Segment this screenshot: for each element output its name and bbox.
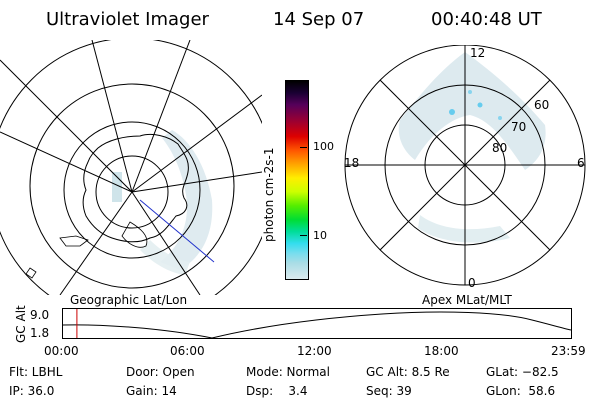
- info-seq: Seq: 39: [366, 384, 412, 398]
- satellite-track: [139, 199, 215, 263]
- timeline-xtick-2359: 23:59: [551, 344, 586, 358]
- aurora-region-geo: [112, 130, 213, 275]
- timeline-plot: [62, 308, 572, 339]
- color-bar-label-100: 100: [313, 140, 334, 153]
- color-bar-tick-10: [300, 235, 307, 236]
- mlat-label-80: 80: [492, 141, 508, 155]
- instrument-title: Ultraviolet Imager: [46, 9, 209, 30]
- mlt-label-18: 18: [344, 156, 360, 170]
- aurora-region-apex: [398, 52, 546, 243]
- geo-caption: Geographic Lat/Lon: [70, 293, 188, 307]
- timeline-xtick-1800: 18:00: [424, 344, 459, 358]
- altitude-curve: [62, 311, 572, 339]
- color-bar-units: photon cm-2s-1: [262, 147, 276, 243]
- info-gain: Gain: 14: [126, 384, 177, 398]
- timeline-xtick-0000: 00:00: [44, 344, 79, 358]
- timeline-ytick-min: 1.8: [30, 326, 50, 340]
- timeline-ytick-max: 9.0: [30, 308, 50, 322]
- timeline-xtick-0600: 06:00: [170, 344, 205, 358]
- info-dsp: Dsp: 3.4: [246, 384, 308, 398]
- mlt-label-6: 6: [577, 156, 585, 170]
- info-ip: IP: 36.0: [9, 384, 55, 398]
- color-bar-label-10: 10: [313, 229, 327, 242]
- info-glon: GLon: 58.6: [486, 384, 556, 398]
- mlt-label-12: 12: [470, 46, 486, 60]
- info-mode: Mode: Normal: [246, 365, 330, 379]
- timeline-ylabel: GC Alt: [14, 305, 28, 343]
- apex-polar-plot: [344, 45, 586, 286]
- antarctica-outline: [82, 133, 189, 243]
- info-door: Door: Open: [126, 365, 195, 379]
- apex-caption: Apex MLat/MLT: [422, 293, 512, 307]
- timeline-xtick-1200: 12:00: [297, 344, 332, 358]
- color-bar-tick-100: [300, 147, 307, 148]
- geographic-map: [0, 40, 262, 295]
- mlat-label-60: 60: [534, 98, 550, 112]
- info-glat: GLat: −82.5: [486, 365, 559, 379]
- date-label: 14 Sep 07: [273, 9, 365, 30]
- info-flt: Flt: LBHL: [9, 365, 63, 379]
- mlt-label-0: 0: [468, 276, 476, 290]
- time-label: 00:40:48 UT: [431, 9, 542, 30]
- info-gc-alt: GC Alt: 8.5 Re: [366, 365, 450, 379]
- mlat-label-70: 70: [511, 120, 527, 134]
- color-bar: [285, 80, 309, 280]
